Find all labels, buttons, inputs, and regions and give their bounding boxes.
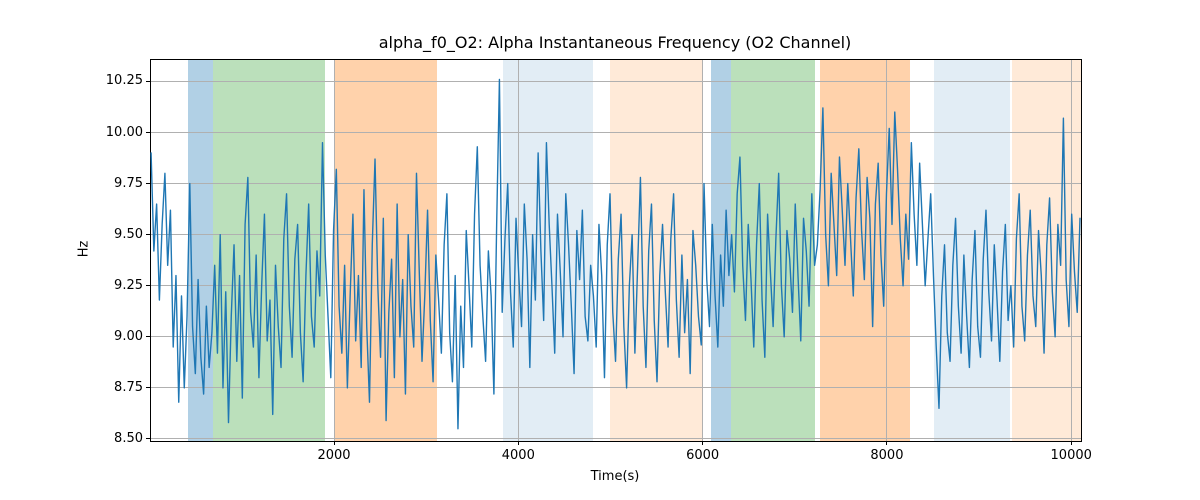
highlight-band-green bbox=[731, 60, 816, 441]
y-tick-label: 9.25 bbox=[114, 277, 143, 293]
y-tick-mark bbox=[146, 285, 150, 287]
y-tick-label: 9.00 bbox=[114, 328, 143, 344]
y-tick-label: 8.75 bbox=[114, 379, 143, 395]
y-tick-mark bbox=[146, 387, 150, 389]
gridline-horizontal bbox=[151, 234, 1081, 236]
y-tick-label: 8.50 bbox=[114, 430, 143, 446]
gridline-vertical bbox=[333, 60, 335, 441]
y-tick-label: 10.00 bbox=[105, 124, 143, 140]
x-tick-label: 10000 bbox=[1050, 448, 1092, 463]
x-tick-mark bbox=[1070, 441, 1072, 445]
gridline-vertical bbox=[517, 60, 519, 441]
y-tick-mark bbox=[146, 183, 150, 185]
y-tick-label: 10.25 bbox=[105, 73, 143, 89]
x-tick-label: 8000 bbox=[870, 448, 904, 463]
gridline-horizontal bbox=[151, 387, 1081, 389]
frequency-line-path bbox=[150, 78, 1081, 430]
x-tick-mark bbox=[517, 441, 519, 445]
y-tick-mark bbox=[146, 234, 150, 236]
y-tick-mark bbox=[146, 336, 150, 338]
gridline-horizontal bbox=[151, 183, 1081, 185]
gridline-horizontal bbox=[151, 438, 1081, 440]
gridline-vertical bbox=[886, 60, 888, 441]
x-tick-mark bbox=[886, 441, 888, 445]
x-tick-label: 6000 bbox=[686, 448, 720, 463]
y-tick-mark bbox=[146, 80, 150, 82]
x-tick-label: 4000 bbox=[501, 448, 535, 463]
highlight-band-light_blue bbox=[934, 60, 1011, 441]
x-axis-label: Time(s) bbox=[590, 469, 640, 484]
highlight-band-blue bbox=[711, 60, 731, 441]
x-tick-label: 2000 bbox=[317, 448, 351, 463]
x-tick-mark bbox=[333, 441, 335, 445]
gridline-horizontal bbox=[151, 80, 1081, 82]
y-tick-label: 9.50 bbox=[114, 226, 143, 242]
gridline-horizontal bbox=[151, 132, 1081, 134]
y-tick-mark bbox=[146, 132, 150, 134]
y-tick-label: 9.75 bbox=[114, 175, 143, 191]
plot-area: 8.50 8.75 9.00 9.25 9.50 9.75 10.00 10.25 2000 40… bbox=[106, 59, 1092, 463]
highlight-band-blue bbox=[187, 60, 213, 441]
chart-title: alpha_f0_O2: Alpha Instantaneous Frequen… bbox=[378, 33, 852, 52]
x-tick-mark bbox=[702, 441, 704, 445]
gridline-horizontal bbox=[151, 285, 1081, 287]
frequency-line bbox=[150, 78, 1081, 430]
y-tick-mark bbox=[146, 438, 150, 440]
y-axis-label: Hz bbox=[76, 240, 92, 258]
